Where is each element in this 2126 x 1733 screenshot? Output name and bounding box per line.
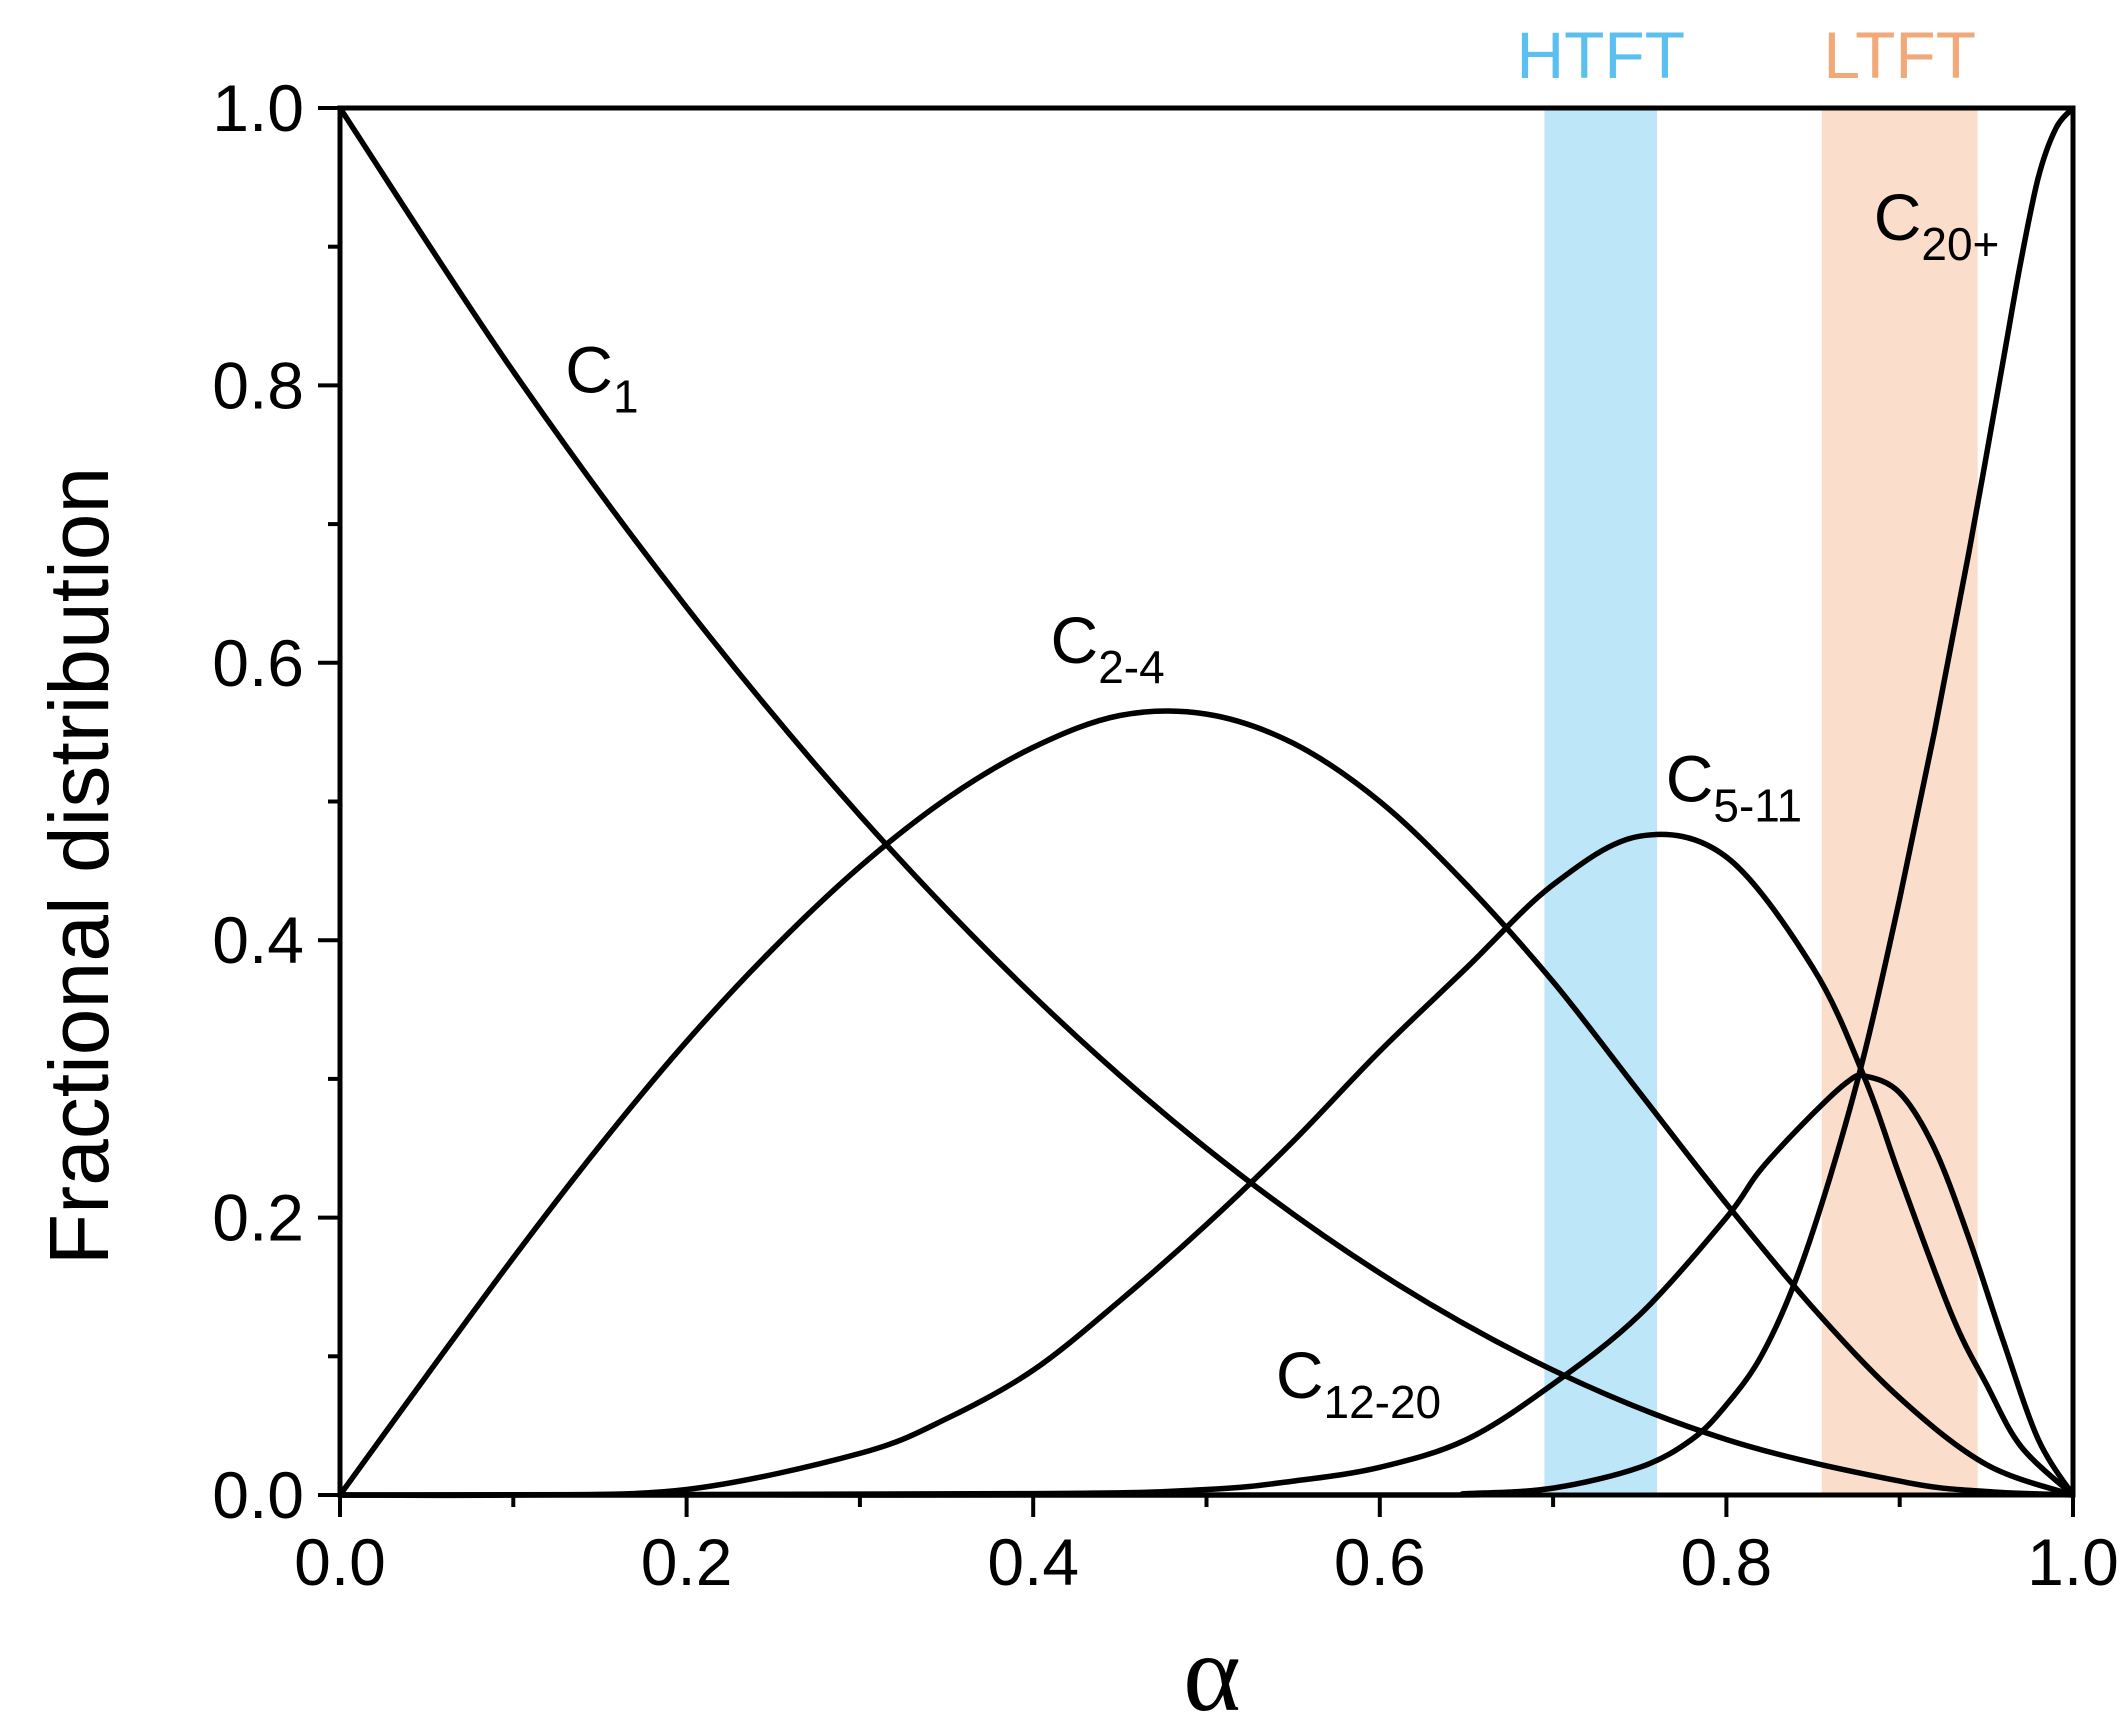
- y-tick-label: 0.4: [212, 903, 304, 977]
- series-label-c2-4: C2-4: [1051, 603, 1165, 693]
- series-line-c5-11: [339, 831, 2075, 1499]
- band-ltft: [1821, 108, 1978, 1495]
- series-label-c5-11: C5-11: [1666, 742, 1802, 832]
- band-htft: [1544, 108, 1658, 1495]
- series-label-c1: C1: [565, 332, 638, 422]
- y-tick-label: 1.0: [212, 71, 304, 145]
- band-label-ltft: LTFT: [1823, 18, 1976, 92]
- x-tick-label: 0.8: [1681, 1525, 1773, 1599]
- series-line-c1: [337, 106, 2074, 1498]
- y-tick-label: 0.8: [212, 348, 304, 422]
- x-tick-label: 0.6: [1334, 1525, 1426, 1599]
- y-axis-title: Fractional distribution: [32, 467, 126, 1265]
- series-label-c12-20: C12-20: [1276, 1338, 1441, 1428]
- x-axis-title: α: [1183, 1612, 1241, 1733]
- series-line-c20plus: [339, 106, 2076, 1498]
- band-label-htft: HTFT: [1516, 18, 1685, 92]
- series-line-c12-20: [339, 1072, 2076, 1498]
- y-tick-label: 0.0: [212, 1458, 304, 1532]
- plot-frame: [337, 105, 2076, 1498]
- series-label-c20plus: C20+: [1874, 180, 2000, 270]
- x-tick-label: 0.2: [641, 1525, 733, 1599]
- y-tick-label: 0.6: [212, 626, 304, 700]
- x-tick-label: 0.0: [294, 1525, 386, 1599]
- y-tick-label: 0.2: [212, 1181, 304, 1255]
- x-tick-label: 0.4: [987, 1525, 1079, 1599]
- series-line-c2-4: [337, 708, 2074, 1498]
- x-tick-label: 1.0: [2027, 1525, 2119, 1599]
